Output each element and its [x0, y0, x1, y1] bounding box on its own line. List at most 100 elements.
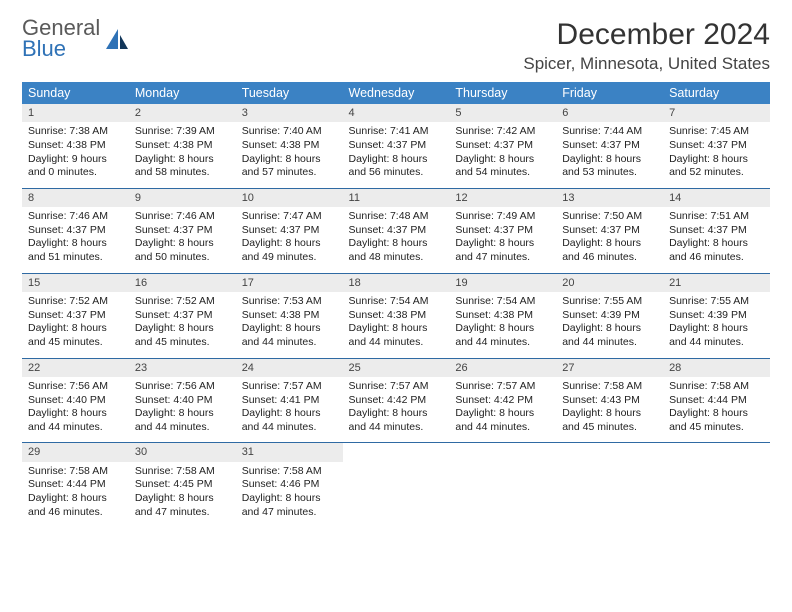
calendar-cell: 22Sunrise: 7:56 AMSunset: 4:40 PMDayligh…: [22, 358, 129, 443]
calendar-cell: 30Sunrise: 7:58 AMSunset: 4:45 PMDayligh…: [129, 443, 236, 527]
calendar-cell: 28Sunrise: 7:58 AMSunset: 4:44 PMDayligh…: [663, 358, 770, 443]
day-content: Sunrise: 7:54 AMSunset: 4:38 PMDaylight:…: [449, 292, 556, 358]
calendar-cell: 17Sunrise: 7:53 AMSunset: 4:38 PMDayligh…: [236, 273, 343, 358]
calendar-cell: 5Sunrise: 7:42 AMSunset: 4:37 PMDaylight…: [449, 104, 556, 188]
sunset-text: Sunset: 4:38 PM: [349, 309, 444, 323]
daylight-text: Daylight: 8 hours and 44 minutes.: [349, 407, 444, 434]
sunrise-text: Sunrise: 7:46 AM: [28, 210, 123, 224]
calendar-cell: 21Sunrise: 7:55 AMSunset: 4:39 PMDayligh…: [663, 273, 770, 358]
sunset-text: Sunset: 4:39 PM: [562, 309, 657, 323]
sunrise-text: Sunrise: 7:52 AM: [28, 295, 123, 309]
location-text: Spicer, Minnesota, United States: [523, 54, 770, 74]
sunrise-text: Sunrise: 7:50 AM: [562, 210, 657, 224]
daylight-text: Daylight: 8 hours and 45 minutes.: [28, 322, 123, 349]
logo-sail-icon: [104, 27, 130, 53]
day-number: 22: [22, 359, 129, 377]
day-content: Sunrise: 7:52 AMSunset: 4:37 PMDaylight:…: [22, 292, 129, 358]
day-content: Sunrise: 7:51 AMSunset: 4:37 PMDaylight:…: [663, 207, 770, 273]
day-number: 5: [449, 104, 556, 122]
sunrise-text: Sunrise: 7:48 AM: [349, 210, 444, 224]
day-number: 24: [236, 359, 343, 377]
day-number: 14: [663, 189, 770, 207]
sunset-text: Sunset: 4:37 PM: [28, 309, 123, 323]
day-number: 28: [663, 359, 770, 377]
sunset-text: Sunset: 4:37 PM: [135, 224, 230, 238]
sunset-text: Sunset: 4:37 PM: [562, 139, 657, 153]
day-content: Sunrise: 7:44 AMSunset: 4:37 PMDaylight:…: [556, 122, 663, 188]
day-content: Sunrise: 7:47 AMSunset: 4:37 PMDaylight:…: [236, 207, 343, 273]
daylight-text: Daylight: 8 hours and 57 minutes.: [242, 153, 337, 180]
day-content: Sunrise: 7:58 AMSunset: 4:43 PMDaylight:…: [556, 377, 663, 443]
calendar-cell: [449, 443, 556, 527]
day-content: Sunrise: 7:46 AMSunset: 4:37 PMDaylight:…: [22, 207, 129, 273]
day-number: 16: [129, 274, 236, 292]
sunset-text: Sunset: 4:42 PM: [455, 394, 550, 408]
calendar-cell: 14Sunrise: 7:51 AMSunset: 4:37 PMDayligh…: [663, 188, 770, 273]
calendar-cell: 26Sunrise: 7:57 AMSunset: 4:42 PMDayligh…: [449, 358, 556, 443]
sunrise-text: Sunrise: 7:57 AM: [455, 380, 550, 394]
day-number: 7: [663, 104, 770, 122]
sunset-text: Sunset: 4:38 PM: [135, 139, 230, 153]
day-content: Sunrise: 7:55 AMSunset: 4:39 PMDaylight:…: [663, 292, 770, 358]
day-number: 12: [449, 189, 556, 207]
daylight-text: Daylight: 8 hours and 46 minutes.: [669, 237, 764, 264]
day-number: 18: [343, 274, 450, 292]
sunset-text: Sunset: 4:39 PM: [669, 309, 764, 323]
day-number: 6: [556, 104, 663, 122]
daylight-text: Daylight: 8 hours and 44 minutes.: [28, 407, 123, 434]
sunrise-text: Sunrise: 7:56 AM: [135, 380, 230, 394]
calendar-cell: 16Sunrise: 7:52 AMSunset: 4:37 PMDayligh…: [129, 273, 236, 358]
sunset-text: Sunset: 4:41 PM: [242, 394, 337, 408]
daylight-text: Daylight: 8 hours and 44 minutes.: [455, 407, 550, 434]
day-number: 15: [22, 274, 129, 292]
daylight-text: Daylight: 8 hours and 46 minutes.: [562, 237, 657, 264]
day-number: 19: [449, 274, 556, 292]
daylight-text: Daylight: 8 hours and 51 minutes.: [28, 237, 123, 264]
daylight-text: Daylight: 8 hours and 54 minutes.: [455, 153, 550, 180]
day-number: 21: [663, 274, 770, 292]
weekday-header: Tuesday: [236, 82, 343, 104]
day-number: 2: [129, 104, 236, 122]
calendar-cell: 2Sunrise: 7:39 AMSunset: 4:38 PMDaylight…: [129, 104, 236, 188]
day-number: 20: [556, 274, 663, 292]
day-number: 9: [129, 189, 236, 207]
sunrise-text: Sunrise: 7:57 AM: [349, 380, 444, 394]
calendar-cell: 7Sunrise: 7:45 AMSunset: 4:37 PMDaylight…: [663, 104, 770, 188]
day-content: Sunrise: 7:39 AMSunset: 4:38 PMDaylight:…: [129, 122, 236, 188]
sunset-text: Sunset: 4:37 PM: [562, 224, 657, 238]
day-content: Sunrise: 7:57 AMSunset: 4:41 PMDaylight:…: [236, 377, 343, 443]
day-content: Sunrise: 7:57 AMSunset: 4:42 PMDaylight:…: [449, 377, 556, 443]
weekday-header: Wednesday: [343, 82, 450, 104]
sunrise-text: Sunrise: 7:55 AM: [669, 295, 764, 309]
day-number: 4: [343, 104, 450, 122]
daylight-text: Daylight: 8 hours and 45 minutes.: [669, 407, 764, 434]
sunset-text: Sunset: 4:37 PM: [135, 309, 230, 323]
day-number: 27: [556, 359, 663, 377]
day-content: Sunrise: 7:42 AMSunset: 4:37 PMDaylight:…: [449, 122, 556, 188]
sunrise-text: Sunrise: 7:55 AM: [562, 295, 657, 309]
daylight-text: Daylight: 8 hours and 49 minutes.: [242, 237, 337, 264]
day-content: Sunrise: 7:40 AMSunset: 4:38 PMDaylight:…: [236, 122, 343, 188]
sunset-text: Sunset: 4:45 PM: [135, 478, 230, 492]
month-title: December 2024: [523, 18, 770, 52]
weekday-header-row: Sunday Monday Tuesday Wednesday Thursday…: [22, 82, 770, 104]
day-content: Sunrise: 7:46 AMSunset: 4:37 PMDaylight:…: [129, 207, 236, 273]
sunrise-text: Sunrise: 7:54 AM: [349, 295, 444, 309]
sunset-text: Sunset: 4:38 PM: [28, 139, 123, 153]
sunrise-text: Sunrise: 7:53 AM: [242, 295, 337, 309]
calendar-cell: [343, 443, 450, 527]
sunrise-text: Sunrise: 7:45 AM: [669, 125, 764, 139]
sunset-text: Sunset: 4:40 PM: [135, 394, 230, 408]
daylight-text: Daylight: 8 hours and 47 minutes.: [242, 492, 337, 519]
day-number: 31: [236, 443, 343, 461]
sunrise-text: Sunrise: 7:49 AM: [455, 210, 550, 224]
sunrise-text: Sunrise: 7:47 AM: [242, 210, 337, 224]
calendar-cell: 27Sunrise: 7:58 AMSunset: 4:43 PMDayligh…: [556, 358, 663, 443]
calendar-cell: 6Sunrise: 7:44 AMSunset: 4:37 PMDaylight…: [556, 104, 663, 188]
sunrise-text: Sunrise: 7:58 AM: [135, 465, 230, 479]
day-content: Sunrise: 7:56 AMSunset: 4:40 PMDaylight:…: [129, 377, 236, 443]
sunset-text: Sunset: 4:38 PM: [455, 309, 550, 323]
daylight-text: Daylight: 8 hours and 50 minutes.: [135, 237, 230, 264]
sunset-text: Sunset: 4:43 PM: [562, 394, 657, 408]
daylight-text: Daylight: 8 hours and 44 minutes.: [669, 322, 764, 349]
